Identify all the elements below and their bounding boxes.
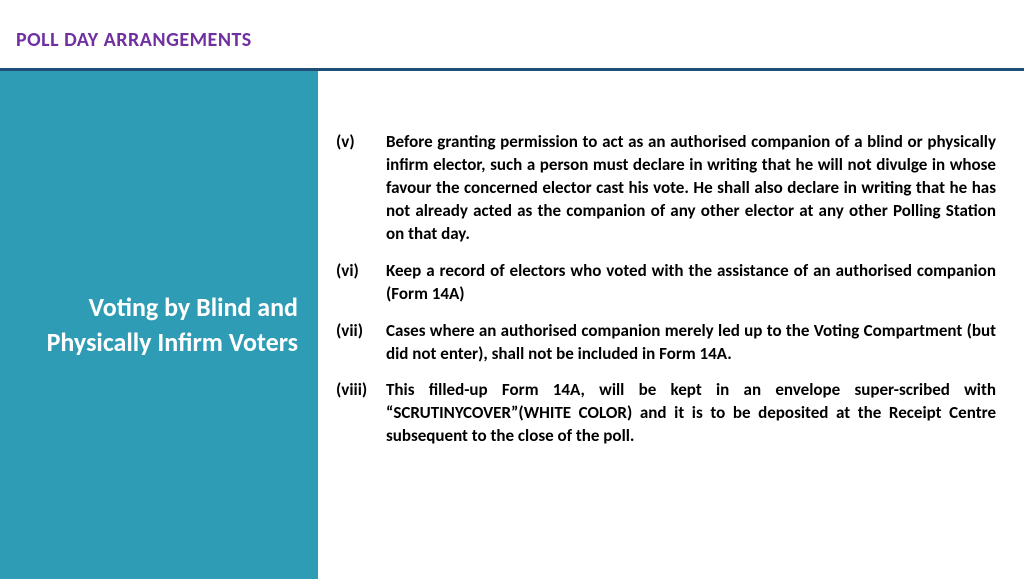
list-item: (viii) This filled-up Form 14A, will be … (336, 379, 996, 448)
sidebar-title: Voting by Blind and Physically Infirm Vo… (10, 290, 298, 360)
list-marker: (viii) (336, 379, 386, 448)
list-marker: (v) (336, 131, 386, 246)
page-title: POLL DAY ARRANGEMENTS (16, 28, 1024, 52)
main-panel: (v) Before granting permission to act as… (318, 71, 1024, 579)
list-item: (vii) Cases where an authorised companio… (336, 320, 996, 366)
list-marker: (vii) (336, 320, 386, 366)
list-marker: (vi) (336, 260, 386, 306)
list-text: Before granting permission to act as an … (386, 131, 996, 246)
list-text: Cases where an authorised companion mere… (386, 320, 996, 366)
list-item: (v) Before granting permission to act as… (336, 131, 996, 246)
content-row: Voting by Blind and Physically Infirm Vo… (0, 71, 1024, 579)
header: POLL DAY ARRANGEMENTS (0, 0, 1024, 62)
list-item: (vi) Keep a record of electors who voted… (336, 260, 996, 306)
list-text: Keep a record of electors who voted with… (386, 260, 996, 306)
sidebar-panel: Voting by Blind and Physically Infirm Vo… (0, 71, 318, 579)
list-text: This filled-up Form 14A, will be kept in… (386, 379, 996, 448)
